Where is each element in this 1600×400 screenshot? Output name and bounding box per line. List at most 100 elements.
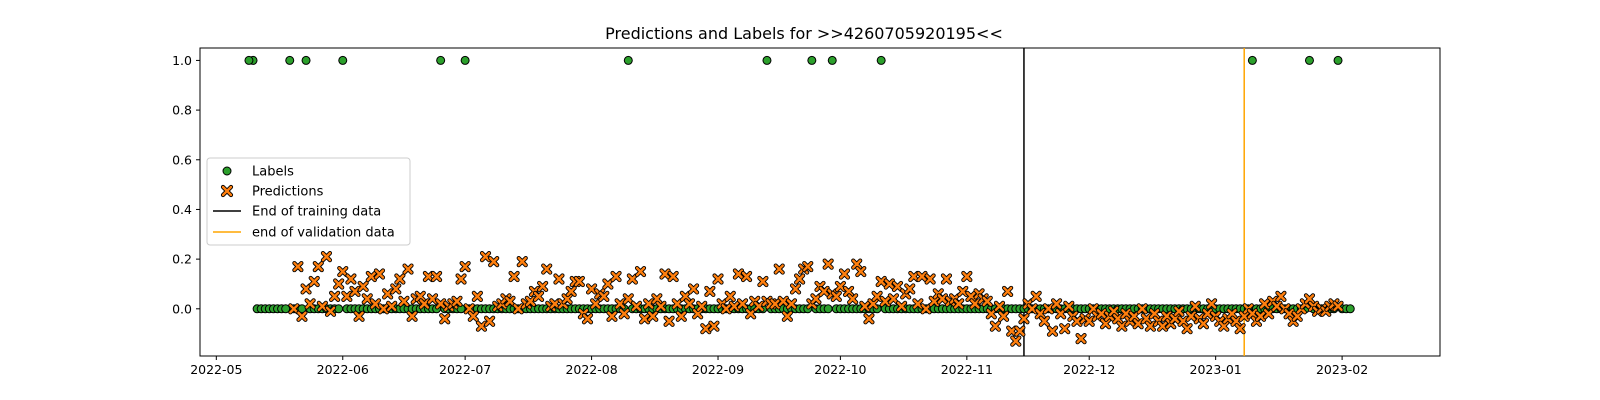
prediction-point: [1246, 308, 1258, 320]
prediction-point: [655, 300, 667, 312]
prediction-point: [789, 283, 802, 295]
prediction-point: [1059, 323, 1071, 335]
prediction-point: [781, 310, 793, 322]
prediction-point: [683, 298, 696, 310]
prediction-point: [1063, 300, 1075, 312]
prediction-point: [643, 298, 655, 310]
prediction-point: [989, 320, 1001, 332]
x-tick-label: 2022-09: [692, 362, 744, 377]
prediction-point: [614, 298, 626, 310]
prediction-point: [1169, 313, 1181, 325]
prediction-point: [810, 293, 822, 305]
prediction-point: [834, 280, 846, 293]
prediction-point: [439, 313, 451, 325]
prediction-point: [532, 290, 545, 302]
prediction-point: [740, 270, 753, 283]
label-point: [460, 55, 470, 65]
label-point: [338, 55, 348, 65]
prediction-point: [549, 298, 561, 310]
prediction-point: [924, 273, 936, 285]
prediction-point: [1120, 308, 1132, 320]
prediction-point: [639, 313, 651, 325]
prediction-point: [590, 298, 602, 310]
prediction-point: [561, 293, 573, 305]
prediction-point: [904, 283, 916, 295]
prediction-point: [936, 293, 948, 305]
prediction-point: [1071, 315, 1083, 327]
label-point: [301, 55, 311, 65]
prediction-point: [838, 268, 851, 280]
prediction-point: [345, 273, 357, 285]
prediction-point: [622, 293, 634, 305]
prediction-point: [585, 283, 598, 295]
prediction-point: [802, 260, 814, 273]
prediction-point: [357, 280, 369, 293]
prediction-point: [467, 310, 479, 322]
prediction-point: [1238, 310, 1250, 322]
prediction-point: [329, 290, 341, 302]
prediction-point: [887, 293, 900, 305]
prediction-point: [1095, 308, 1108, 320]
prediction-point: [687, 283, 700, 295]
prediction-point: [720, 303, 732, 315]
prediction-point: [369, 298, 381, 310]
prediction-point: [1205, 298, 1218, 310]
label-point: [285, 55, 295, 65]
x-tick-label: 2022-08: [565, 362, 617, 377]
prediction-point: [573, 275, 585, 288]
prediction-point: [1271, 300, 1283, 312]
prediction-point: [1014, 325, 1026, 337]
prediction-point: [822, 258, 834, 270]
prediction-point: [426, 293, 439, 305]
prediction-point: [696, 300, 708, 312]
x-tick-label: 2022-05: [190, 362, 242, 377]
prediction-point: [451, 295, 463, 307]
prediction-point: [957, 285, 969, 298]
prediction-point: [1087, 303, 1099, 315]
prediction-point: [435, 298, 447, 310]
y-tick-label: 1.0: [172, 53, 192, 68]
prediction-point: [777, 295, 789, 307]
x-tick-label: 2022-12: [1063, 362, 1115, 377]
prediction-point: [479, 251, 492, 263]
prediction-point: [916, 270, 928, 283]
prediction-point: [312, 260, 324, 273]
x-tick-label: 2022-07: [439, 362, 491, 377]
prediction-point: [732, 268, 745, 280]
prediction-point: [414, 290, 426, 302]
prediction-point: [842, 285, 855, 298]
prediction-point: [908, 270, 920, 283]
legend-predictions-text: Predictions: [252, 185, 324, 200]
prediction-point: [398, 295, 410, 307]
y-tick-label: 0.6: [172, 152, 192, 167]
prediction-point: [855, 265, 867, 278]
prediction-point: [1136, 303, 1148, 315]
prediction-point: [757, 275, 769, 288]
prediction-point: [288, 303, 300, 315]
prediction-point: [618, 308, 630, 320]
prediction-point: [365, 270, 377, 283]
prediction-point: [459, 260, 471, 273]
prediction-point: [1234, 323, 1246, 335]
prediction-point: [663, 315, 675, 327]
x-tick-label: 2023-02: [1316, 362, 1368, 377]
prediction-point: [406, 310, 418, 322]
prediction-point: [296, 310, 308, 322]
prediction-point: [422, 270, 435, 283]
prediction-point: [1075, 333, 1087, 345]
prediction-point: [659, 268, 671, 280]
prediction-point: [785, 298, 798, 310]
y-tick-label: 0.4: [172, 202, 192, 217]
prediction-point: [626, 273, 638, 285]
label-point: [1345, 304, 1355, 314]
prediction-point: [1291, 310, 1303, 322]
prediction-point: [1132, 318, 1144, 330]
prediction-point: [390, 283, 402, 295]
prediction-point: [712, 273, 724, 285]
prediction-point: [320, 251, 333, 263]
prediction-point: [475, 320, 488, 332]
prediction-point: [471, 290, 483, 302]
prediction-point: [745, 308, 757, 320]
prediction-point: [1030, 290, 1042, 302]
